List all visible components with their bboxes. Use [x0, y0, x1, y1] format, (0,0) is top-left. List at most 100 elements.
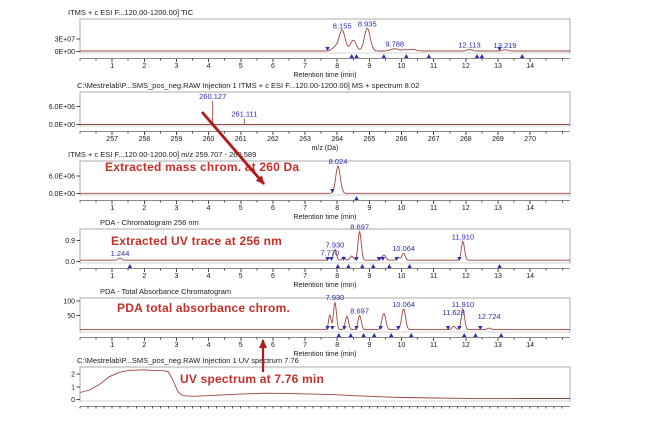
svg-text:263: 263 — [299, 136, 311, 143]
panel-tic: ITMS + c ESI F...120.00-1200.00] TIC 3E+… — [0, 6, 660, 86]
svg-text:265: 265 — [364, 136, 376, 143]
svg-text:0.0E+00: 0.0E+00 — [49, 122, 75, 129]
svg-text:10.064: 10.064 — [392, 300, 415, 309]
svg-text:2: 2 — [71, 372, 75, 379]
svg-text:2: 2 — [142, 205, 146, 212]
svg-text:2: 2 — [142, 342, 146, 349]
svg-text:9: 9 — [367, 205, 371, 212]
panel-title: PDA - Chromatogram 256 nm — [100, 218, 199, 227]
svg-text:268: 268 — [460, 136, 472, 143]
svg-text:10: 10 — [398, 273, 406, 280]
svg-text:6: 6 — [271, 342, 275, 349]
svg-text:1: 1 — [110, 342, 114, 349]
svg-text:9: 9 — [367, 63, 371, 70]
svg-text:9: 9 — [367, 273, 371, 280]
svg-text:8: 8 — [335, 342, 339, 349]
svg-text:11: 11 — [430, 63, 437, 70]
svg-text:4: 4 — [207, 273, 211, 280]
svg-text:Retention time (min): Retention time (min) — [293, 214, 356, 221]
svg-text:5: 5 — [239, 63, 243, 70]
svg-text:9: 9 — [367, 342, 371, 349]
svg-text:50: 50 — [67, 313, 75, 320]
svg-text:260: 260 — [203, 136, 215, 143]
svg-text:4: 4 — [207, 63, 211, 70]
svg-text:12: 12 — [462, 63, 470, 70]
svg-text:7.930: 7.930 — [326, 293, 345, 302]
panel-pda-256nm: PDA - Chromatogram 256 nm 0.9 0.0 1 2 3 4 5 6 7 8… — [0, 216, 660, 296]
svg-text:3: 3 — [175, 205, 179, 212]
svg-text:3E+07: 3E+07 — [55, 37, 76, 44]
svg-text:3: 3 — [175, 273, 179, 280]
svg-text:7: 7 — [303, 63, 307, 70]
annotation-extracted-mass-chrom[interactable]: Extracted mass chrom. at 260 Da — [105, 160, 300, 174]
svg-text:266: 266 — [396, 136, 408, 143]
svg-text:100: 100 — [63, 298, 75, 305]
panel-title: PDA - Total Absorbance Chromatogram — [100, 287, 231, 296]
svg-text:14: 14 — [526, 273, 534, 280]
svg-text:7: 7 — [303, 273, 307, 280]
svg-text:12.113: 12.113 — [458, 41, 480, 50]
svg-text:11.910: 11.910 — [452, 232, 474, 241]
svg-text:13.219: 13.219 — [494, 41, 517, 50]
svg-text:Retention time (min): Retention time (min) — [293, 72, 356, 79]
panel-pda-total-absorbance: PDA - Total Absorbance Chromatogram 100 5… — [0, 285, 660, 365]
svg-text:1: 1 — [110, 63, 114, 70]
svg-text:14: 14 — [526, 342, 534, 349]
annotation-extracted-uv-trace[interactable]: Extracted UV trace at 256 nm — [111, 234, 283, 248]
panel-ms-spectrum: C:\Mestrelab\P...SMS_pos_neg.RAW Injecti… — [0, 79, 660, 159]
svg-text:13: 13 — [494, 205, 502, 212]
svg-text:12: 12 — [462, 205, 470, 212]
annotation-uv-spectrum[interactable]: UV spectrum at 7.76 min — [180, 372, 324, 386]
svg-text:13: 13 — [494, 342, 502, 349]
svg-text:1: 1 — [110, 205, 114, 212]
svg-text:10.064: 10.064 — [392, 244, 415, 253]
panel-title: ITMS + c ESI F...120.00-1200.00] m/z 259… — [68, 150, 256, 159]
svg-text:1: 1 — [110, 273, 114, 280]
ms-spectrum-chart[interactable]: C:\Mestrelab\P...SMS_pos_neg.RAW Injecti… — [0, 79, 660, 159]
svg-text:5: 5 — [239, 342, 243, 349]
svg-text:13: 13 — [494, 273, 502, 280]
tic-chart[interactable]: ITMS + c ESI F...120.00-1200.00] TIC 3E+… — [0, 6, 660, 86]
svg-text:10: 10 — [398, 342, 406, 349]
svg-text:258: 258 — [138, 136, 150, 143]
svg-text:11: 11 — [430, 342, 437, 349]
svg-text:269: 269 — [492, 136, 504, 143]
extracted-mass-chart[interactable]: ITMS + c ESI F...120.00-1200.00] m/z 259… — [0, 148, 660, 228]
svg-text:8.697: 8.697 — [350, 306, 369, 315]
svg-text:259: 259 — [171, 136, 183, 143]
svg-text:1: 1 — [71, 384, 75, 391]
svg-text:7.930: 7.930 — [326, 240, 345, 249]
svg-text:8: 8 — [335, 63, 339, 70]
annotation-pda-total-absorbance[interactable]: PDA total absorbance chrom. — [117, 301, 290, 315]
svg-text:6: 6 — [271, 63, 275, 70]
svg-text:0E+00: 0E+00 — [55, 49, 76, 56]
svg-text:8.155: 8.155 — [333, 21, 352, 30]
svg-text:0: 0 — [71, 397, 75, 404]
svg-text:Retention time (min): Retention time (min) — [293, 351, 356, 358]
svg-text:2: 2 — [142, 273, 146, 280]
svg-text:8: 8 — [335, 273, 339, 280]
uv-spectrum-chart[interactable]: C:\Mestrelab\P...SMS_pos_neg.RAW Injecti… — [0, 354, 660, 424]
panel-extracted-mass-chromatogram: ITMS + c ESI F...120.00-1200.00] m/z 259… — [0, 148, 660, 228]
svg-text:12: 12 — [462, 273, 470, 280]
svg-text:Retention time (min): Retention time (min) — [293, 282, 356, 289]
svg-text:11.623: 11.623 — [443, 308, 465, 317]
svg-text:3: 3 — [175, 63, 179, 70]
svg-text:8.024: 8.024 — [329, 157, 348, 166]
svg-text:267: 267 — [428, 136, 440, 143]
svg-text:12: 12 — [462, 342, 470, 349]
svg-text:10: 10 — [398, 63, 406, 70]
panel-title: C:\Mestrelab\P...SMS_pos_neg.RAW Injecti… — [77, 356, 299, 365]
pda-total-absorbance-chart[interactable]: PDA - Total Absorbance Chromatogram 100 5… — [0, 285, 660, 365]
svg-text:4: 4 — [207, 205, 211, 212]
svg-text:6.0E+06: 6.0E+06 — [49, 104, 75, 111]
svg-text:3: 3 — [175, 342, 179, 349]
svg-text:9.788: 9.788 — [385, 40, 404, 49]
svg-text:14: 14 — [526, 63, 534, 70]
panel-uv-spectrum: C:\Mestrelab\P...SMS_pos_neg.RAW Injecti… — [0, 354, 660, 424]
svg-text:11: 11 — [430, 273, 437, 280]
svg-text:14: 14 — [526, 205, 534, 212]
panel-title: C:\Mestrelab\P...SMS_pos_neg.RAW Injecti… — [77, 81, 419, 90]
pda-256nm-chart[interactable]: PDA - Chromatogram 256 nm 0.90.01 2 3 4 5 6 7 8… — [0, 216, 660, 296]
